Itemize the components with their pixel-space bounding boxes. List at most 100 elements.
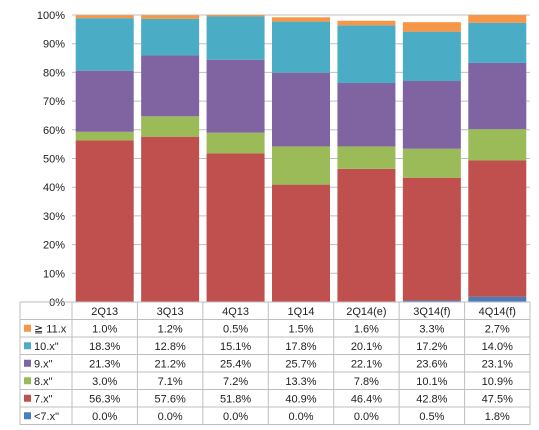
data-table-value: 14.0% [482, 341, 513, 353]
x-tick-label: 1Q14 [288, 306, 315, 318]
bar-segment [141, 136, 200, 302]
bar-segment [206, 16, 265, 60]
legend-label: 10.x" [34, 341, 59, 353]
bar-segment [337, 83, 396, 147]
legend-swatch [24, 412, 31, 420]
data-table-value: 20.1% [351, 341, 382, 353]
bar-segment [206, 132, 265, 154]
bar-segment [141, 18, 200, 56]
data-table-value: 10.1% [416, 376, 447, 388]
bar-segment [468, 62, 527, 130]
data-table-value: 47.5% [482, 393, 513, 405]
bar-segment [141, 116, 200, 137]
data-table-value: 56.3% [89, 393, 120, 405]
x-tick-label: 4Q14(f) [479, 306, 516, 318]
bar-segment [75, 18, 134, 71]
bar-segment [75, 140, 134, 302]
bar-segment [75, 70, 134, 132]
data-table-value: 3.3% [419, 323, 444, 335]
bar-segment [206, 153, 265, 302]
data-table-value: 7.1% [158, 376, 183, 388]
bar-segment [75, 131, 134, 141]
data-table-value: 1.5% [288, 323, 313, 335]
bar-segment [272, 146, 330, 185]
bar-segment [272, 184, 330, 302]
legend-swatch [24, 394, 31, 402]
bar-segment [468, 296, 527, 302]
data-table-value: 22.1% [351, 358, 382, 370]
bar-segment [402, 300, 461, 302]
x-tick-label: 4Q13 [222, 306, 249, 318]
data-table-value: 25.4% [220, 358, 251, 370]
bar-segment [468, 160, 527, 297]
data-table-value: 0.0% [223, 411, 248, 423]
data-table-value: 42.8% [416, 393, 447, 405]
data-table-value: 1.0% [92, 323, 117, 335]
y-tick-label: 100% [37, 10, 65, 22]
bar-segment [272, 21, 330, 73]
legend-swatch [24, 342, 31, 350]
data-table-value: 23.6% [416, 358, 447, 370]
bar-segment [141, 55, 200, 117]
data-table-value: 18.3% [89, 341, 120, 353]
legend-label: 9.x" [34, 358, 53, 370]
data-table-value: 2.7% [485, 323, 510, 335]
y-tick-label: 10% [43, 268, 65, 280]
data-table-value: 3.0% [92, 376, 117, 388]
data-table-value: 25.7% [285, 358, 316, 370]
data-table-value: 10.9% [482, 376, 513, 388]
data-table-value: 46.4% [351, 393, 382, 405]
legend-label: 8.x" [34, 376, 53, 388]
data-table-value: 1.2% [158, 323, 183, 335]
bar-segment [272, 72, 330, 147]
bar-segment [337, 20, 396, 26]
y-tick-label: 60% [43, 125, 65, 137]
data-table-value: 0.0% [354, 411, 379, 423]
data-table-value: 12.8% [155, 341, 186, 353]
y-tick-label: 50% [43, 154, 65, 166]
y-tick-label: 20% [43, 240, 65, 252]
data-table-value: 7.2% [223, 376, 248, 388]
data-table-value: 0.0% [92, 411, 117, 423]
data-table-value: 51.8% [220, 393, 251, 405]
data-table-value: 13.3% [285, 376, 316, 388]
bar-segment [402, 81, 461, 149]
y-tick-label: 90% [43, 39, 65, 51]
data-table-value: 7.8% [354, 376, 379, 388]
legend-label: ≧ 11.x [34, 323, 67, 335]
data-table-value: 0.5% [223, 323, 248, 335]
bar-segment [402, 177, 461, 301]
data-table-value: 21.2% [155, 358, 186, 370]
data-table-value: 40.9% [285, 393, 316, 405]
bar-segment [402, 148, 461, 178]
bar-segment [206, 59, 265, 133]
bar-segment [141, 15, 200, 19]
bar-segment [337, 25, 396, 84]
data-table-value: 0.0% [158, 411, 183, 423]
data-table-value: 0.5% [419, 411, 444, 423]
bar-segment [337, 146, 396, 169]
x-tick-label: 2Q14(e) [346, 306, 386, 318]
bar-segment [468, 22, 527, 63]
data-table-value: 1.8% [485, 411, 510, 423]
bar-segment [402, 31, 461, 82]
y-tick-label: 40% [43, 182, 65, 194]
data-table-value: 1.6% [354, 323, 379, 335]
bar-segment [75, 15, 134, 19]
legend-label: <7.x" [34, 411, 59, 423]
legend-swatch [24, 359, 31, 367]
bar-segment [272, 17, 330, 22]
data-table-value: 21.3% [89, 358, 120, 370]
bar-segment [206, 15, 265, 17]
y-tick-label: 30% [43, 211, 65, 223]
data-table-value: 57.6% [155, 393, 186, 405]
data-table-value: 23.1% [482, 358, 513, 370]
bar-segment [468, 129, 527, 161]
data-table-value: 0.0% [288, 411, 313, 423]
legend-label: 7.x" [34, 393, 53, 405]
bar-segment [468, 15, 527, 23]
y-tick-label: 80% [43, 67, 65, 79]
y-tick-label: 0% [49, 297, 65, 309]
